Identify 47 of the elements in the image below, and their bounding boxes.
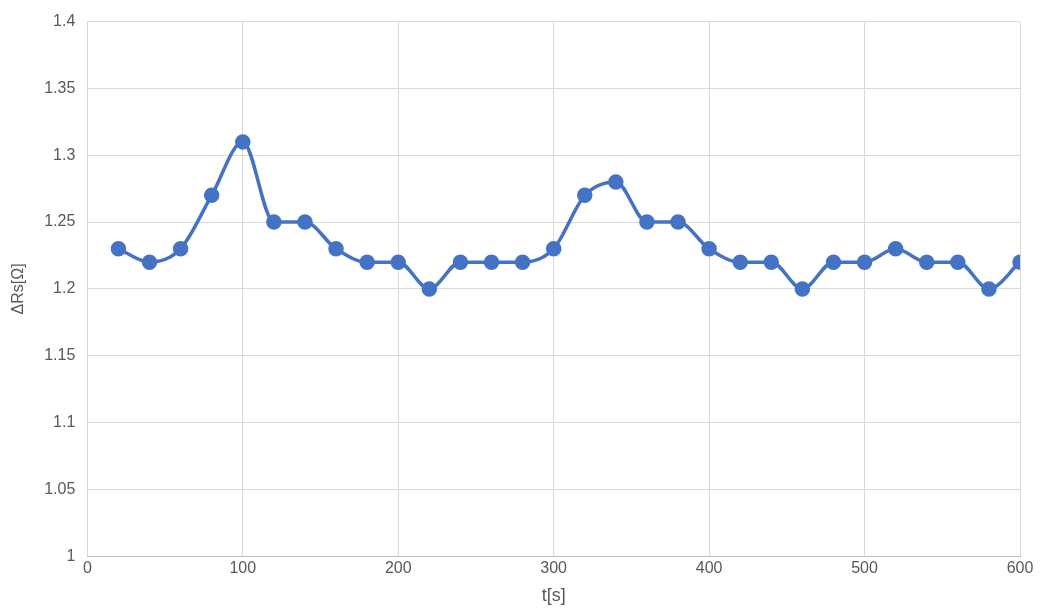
point [359, 254, 375, 270]
point [172, 241, 189, 257]
point [421, 281, 438, 297]
point [608, 174, 624, 190]
point [856, 254, 873, 270]
y-tick-label: 1.4 [53, 12, 76, 30]
x-tick-label: 400 [695, 559, 723, 577]
point [763, 254, 780, 270]
point [141, 254, 158, 270]
x-tick-label: 200 [384, 559, 412, 577]
point [483, 254, 500, 270]
point [514, 254, 531, 270]
x-axis-title: t[s] [541, 585, 566, 606]
y-tick-label: 1.1 [53, 412, 76, 430]
point [639, 214, 655, 230]
y-tick-label: 1.05 [44, 479, 76, 497]
x-tick-label: 600 [1006, 559, 1034, 577]
y-tick-label: 1 [66, 546, 76, 564]
point [670, 214, 686, 230]
point [203, 187, 220, 204]
y-tick-label: 1.25 [44, 212, 76, 230]
y-tick-label: 1.35 [44, 78, 76, 96]
point [235, 134, 251, 150]
point [328, 241, 344, 257]
point [794, 281, 811, 297]
x-tick-label: 500 [851, 559, 878, 577]
point [887, 241, 904, 257]
point [110, 241, 127, 257]
y-tick-label: 1.3 [53, 145, 76, 163]
point [950, 254, 966, 270]
x-tick-label: 100 [229, 559, 257, 577]
point [577, 187, 593, 204]
point [297, 214, 313, 230]
y-axis-title: ΔRs[Ω] [9, 263, 27, 315]
point [701, 241, 717, 257]
point [452, 254, 469, 270]
point [981, 281, 997, 297]
x-tick-label: 0 [82, 559, 92, 577]
point [545, 241, 562, 257]
y-tick-label: 1.15 [44, 346, 76, 364]
x-tick-label: 300 [540, 559, 568, 577]
point [732, 254, 748, 270]
point [825, 254, 842, 270]
point [390, 254, 406, 270]
point [266, 214, 282, 230]
y-tick-label: 1.2 [53, 279, 76, 297]
point [918, 254, 935, 270]
